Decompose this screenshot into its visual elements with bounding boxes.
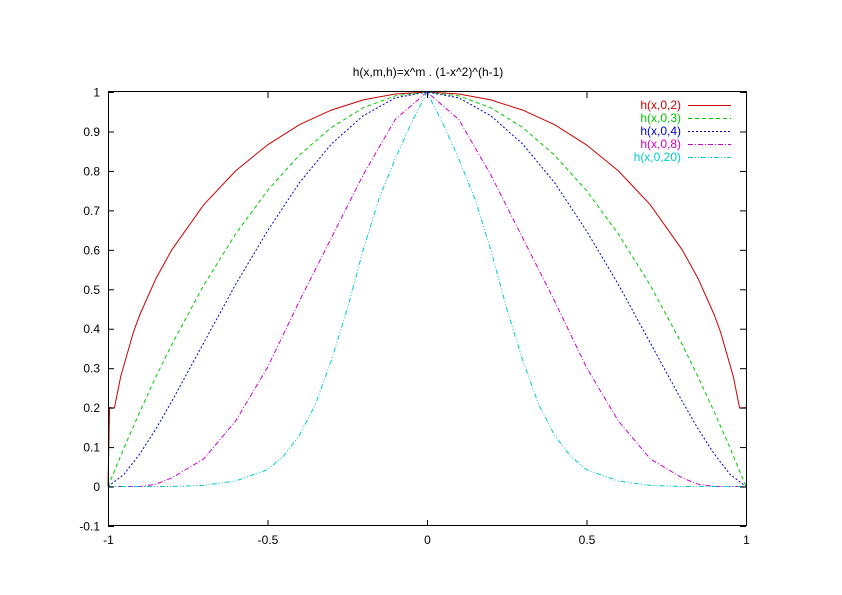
y-tick-label: 0.9 <box>83 125 100 139</box>
x-tick-label: -1 <box>103 533 114 547</box>
y-tick-label: 0.6 <box>83 243 100 257</box>
x-tick-label: 0 <box>424 533 431 547</box>
legend-label: h(x,0,2) <box>640 98 681 112</box>
chart-title: h(x,m,h)=x^m . (1-x^2)^(h-1) <box>353 65 504 79</box>
y-tick-label: 0.3 <box>83 362 100 376</box>
series-line-2 <box>107 91 747 487</box>
axis-ticks: -0.1 0 0.1 0.2 0.3 0.4 0.5 0.6 0.7 0.8 0.9 1 -1 -0.5 0… <box>79 86 750 548</box>
y-tick-label: 0 <box>93 480 100 494</box>
y-tick-label: 0.2 <box>83 401 100 415</box>
y-tick-label: -0.1 <box>79 520 100 534</box>
series-line-3 <box>107 91 747 487</box>
y-tick-label: 0.8 <box>83 164 100 178</box>
y-tick-label: 0.1 <box>83 441 100 455</box>
x-tick-label: 0.5 <box>579 533 596 547</box>
y-tick-label: 0.4 <box>83 322 100 336</box>
legend: h(x,0,2)h(x,0,3)h(x,0,4)h(x,0,8)h(x,0,20… <box>634 98 731 164</box>
x-tick-label: 1 <box>743 533 750 547</box>
x-tick-label: -0.5 <box>258 533 279 547</box>
legend-label: h(x,0,4) <box>640 124 681 138</box>
legend-label: h(x,0,3) <box>640 111 681 125</box>
y-tick-label: 1 <box>93 86 100 100</box>
y-tick-label: 0.5 <box>83 283 100 297</box>
y-tick-label: 0.7 <box>83 204 100 218</box>
legend-label: h(x,0,8) <box>640 137 681 151</box>
legend-label: h(x,0,20) <box>634 150 681 164</box>
